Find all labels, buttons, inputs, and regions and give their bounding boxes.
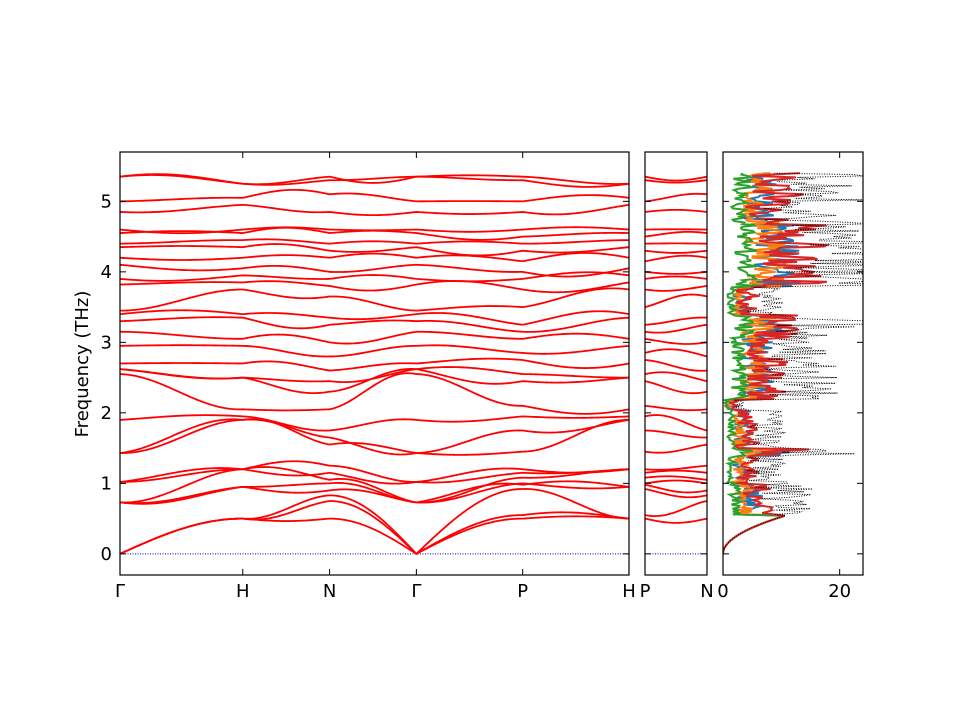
band-line [120, 344, 629, 358]
side-plot-frame [644, 151, 708, 576]
main-plot-frame [119, 151, 630, 576]
band-line [120, 252, 629, 263]
band-line [120, 243, 629, 257]
x-tick-label: H [236, 581, 250, 602]
band-line [120, 271, 629, 283]
band-line [120, 482, 629, 505]
side-band-line [645, 337, 707, 345]
band-line [120, 460, 629, 483]
band-line [120, 316, 629, 333]
band-line [120, 226, 629, 235]
band-line [120, 330, 629, 345]
y-tick-label: 3 [101, 332, 112, 353]
side-band-line [645, 371, 707, 383]
band-line [120, 418, 629, 456]
side-band-line [645, 270, 707, 275]
y-tick-label: 1 [101, 473, 112, 494]
side-band-line [645, 500, 707, 517]
y-tick-label: 0 [101, 544, 112, 565]
side-band-line [645, 443, 707, 454]
side-band-line [645, 179, 707, 184]
side-band-line [645, 469, 707, 474]
side-x-tick-label: P [640, 581, 651, 602]
x-tick-label: H [622, 581, 636, 602]
side-band-line [645, 285, 707, 292]
side-band-line [645, 429, 707, 439]
dos-total-line [723, 172, 863, 554]
x-tick-label: P [517, 581, 528, 602]
dos-partial-line [723, 172, 831, 554]
x-tick-label: Γ [411, 581, 421, 602]
side-band-line [645, 208, 707, 213]
y-tick-label: 2 [101, 403, 112, 424]
y-tick-label: 4 [101, 262, 112, 283]
band-line [120, 414, 629, 432]
side-band-line [645, 192, 707, 203]
side-band-line [645, 254, 707, 263]
band-line [120, 357, 629, 372]
band-line [120, 366, 629, 384]
x-tick-label: N [323, 581, 336, 602]
band-line [120, 309, 629, 326]
side-band-line [645, 249, 707, 254]
x-tick-label: Γ [115, 581, 125, 602]
dos-plot-frame [722, 151, 864, 576]
side-band-line [645, 293, 707, 308]
band-line [120, 280, 629, 294]
side-band-line [645, 380, 707, 395]
side-band-line [645, 230, 707, 238]
band-line [120, 467, 629, 485]
side-band-line [645, 359, 707, 372]
band-line [120, 173, 629, 186]
y-axis-label: Frequency (THz) [72, 291, 93, 438]
side-band-line [645, 488, 707, 499]
side-band-line [645, 275, 707, 280]
partial-dos-panel: 0 20 [717, 151, 864, 602]
side-band-line [645, 404, 707, 412]
band-line [120, 372, 629, 415]
side-band-line [645, 316, 707, 326]
dos-x-tick-label: 0 [717, 581, 728, 602]
side-band-line [645, 475, 707, 481]
side-band-line [645, 348, 707, 358]
side-band-line [645, 483, 707, 494]
band-line [120, 238, 629, 245]
band-line [120, 418, 629, 456]
side-band-line [645, 464, 707, 471]
side-band-line [645, 175, 707, 182]
band-line [120, 488, 629, 556]
band-line [120, 188, 629, 203]
band-line [120, 203, 629, 217]
band-line [120, 287, 629, 312]
y-tick-label: 5 [101, 191, 112, 212]
dos-x-tick-label: 20 [828, 581, 851, 602]
side-band-line [645, 479, 707, 485]
side-band-line [645, 414, 707, 432]
side-x-tick-label: N [700, 581, 713, 602]
band-line [120, 466, 629, 504]
band-structure-main-panel: 0 1 2 3 4 5 Γ H N Γ P H [101, 151, 636, 602]
dos-partial-line [723, 172, 786, 554]
side-band-line [645, 517, 707, 524]
side-band-line [645, 323, 707, 334]
band-line [120, 263, 629, 278]
